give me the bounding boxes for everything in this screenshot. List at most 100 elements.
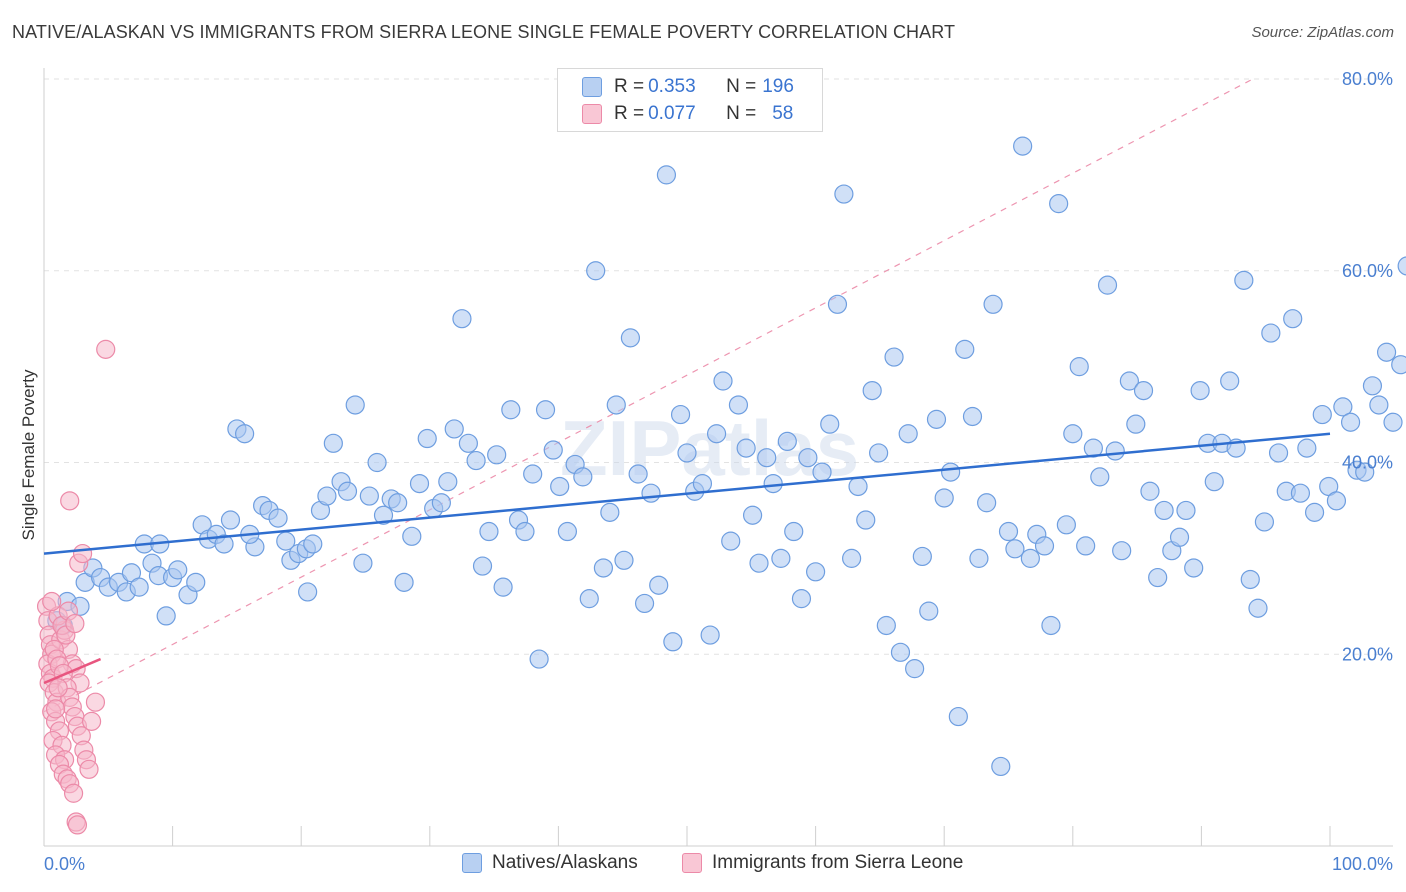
point-natives	[417, 428, 437, 449]
point-sierra-leone	[42, 591, 62, 612]
point-natives	[298, 582, 318, 602]
point-natives	[856, 510, 876, 530]
point-natives	[620, 328, 641, 348]
point-natives	[820, 414, 840, 434]
point-natives	[876, 615, 896, 636]
point-natives	[373, 505, 394, 525]
point-natives	[1376, 342, 1397, 362]
point-natives	[1140, 481, 1160, 501]
point-natives	[1220, 371, 1240, 391]
point-natives	[777, 431, 797, 452]
point-natives	[220, 510, 241, 530]
point-natives	[515, 521, 535, 542]
bottom-legend-natives: Natives/Alaskans	[462, 852, 638, 874]
legend-n-value: 196	[762, 76, 794, 97]
point-natives	[1290, 483, 1311, 503]
point-natives	[969, 548, 989, 568]
point-natives	[955, 339, 975, 359]
diagonal-reference-line	[43, 78, 1254, 713]
point-natives	[409, 473, 430, 494]
legend-r-label: R =	[614, 76, 645, 97]
chart-title: NATIVE/ALASKAN VS IMMIGRANTS FROM SIERRA…	[12, 22, 956, 42]
point-sierra-leone	[96, 339, 116, 359]
point-natives	[898, 424, 918, 444]
point-natives	[1362, 376, 1383, 396]
point-natives	[912, 546, 932, 567]
point-natives	[1326, 491, 1347, 511]
point-natives	[337, 481, 358, 501]
point-natives	[706, 424, 727, 444]
point-natives	[501, 400, 521, 420]
point-natives	[634, 593, 655, 614]
point-natives	[812, 462, 832, 482]
point-natives	[728, 395, 749, 415]
bottom-legend-label: Natives/Alaskans	[492, 852, 638, 873]
point-sierra-leone	[63, 783, 84, 803]
point-natives	[1204, 472, 1224, 492]
legend-n-label: N =	[726, 103, 757, 124]
point-natives	[890, 642, 911, 662]
point-natives	[557, 521, 578, 542]
point-natives	[458, 433, 478, 453]
point-natives	[1391, 355, 1406, 375]
point-natives	[1105, 441, 1125, 461]
point-natives	[1034, 536, 1055, 556]
point-natives	[1119, 371, 1139, 391]
point-natives	[977, 493, 997, 513]
point-natives	[1397, 256, 1406, 276]
point-natives	[573, 467, 593, 487]
point-natives	[869, 443, 889, 463]
point-natives	[1283, 309, 1303, 329]
point-natives	[317, 486, 337, 506]
point-natives	[736, 438, 756, 458]
y-tick-label: 60.0%	[1342, 261, 1393, 281]
point-natives	[941, 462, 961, 482]
point-natives	[1090, 467, 1110, 487]
point-natives	[998, 521, 1019, 542]
point-natives	[543, 440, 563, 460]
legend-r-value: 0.353	[648, 76, 696, 97]
point-natives	[535, 400, 556, 420]
point-natives	[129, 577, 149, 597]
point-natives	[721, 531, 741, 551]
trend-lines	[43, 432, 1331, 685]
point-natives	[713, 371, 733, 391]
point-natives	[235, 424, 255, 444]
y-tick-label: 40.0%	[1342, 453, 1393, 473]
point-natives	[1304, 502, 1325, 522]
point-natives	[1133, 380, 1154, 401]
point-natives	[323, 433, 343, 453]
point-sierra-leone	[79, 759, 99, 779]
point-natives	[1126, 414, 1146, 434]
point-natives	[1148, 567, 1168, 588]
point-natives	[1248, 598, 1268, 618]
legend-r-label: R =	[614, 103, 645, 124]
point-natives	[1056, 515, 1076, 535]
reference-dashed-line	[43, 78, 1254, 713]
point-natives	[345, 395, 365, 415]
x-tick-label-min: 0.0%	[44, 854, 85, 874]
point-natives	[472, 556, 493, 576]
point-natives	[791, 589, 812, 609]
legend-n-label: N =	[726, 76, 757, 97]
point-natives	[359, 486, 379, 506]
point-natives	[1333, 397, 1353, 417]
stats-legend: R = 0.353 N = 196 R = 0.077 N = 58	[557, 68, 823, 132]
point-natives	[784, 521, 804, 542]
point-natives	[550, 476, 570, 497]
point-natives	[1083, 438, 1103, 458]
legend-r-value: 0.077	[648, 103, 696, 124]
point-sierra-leone	[67, 815, 88, 835]
point-natives	[431, 493, 451, 513]
bottom-swatch-pink	[682, 853, 702, 873]
point-natives	[670, 404, 691, 425]
legend-n-value: 58	[772, 103, 794, 124]
point-natives	[388, 493, 408, 513]
grid-lines	[44, 78, 1393, 655]
point-natives	[1240, 569, 1260, 590]
point-natives	[586, 261, 606, 281]
point-natives	[1234, 270, 1254, 290]
point-natives	[962, 406, 983, 427]
legend-row-natives: R = 0.353 N = 196	[582, 74, 794, 100]
